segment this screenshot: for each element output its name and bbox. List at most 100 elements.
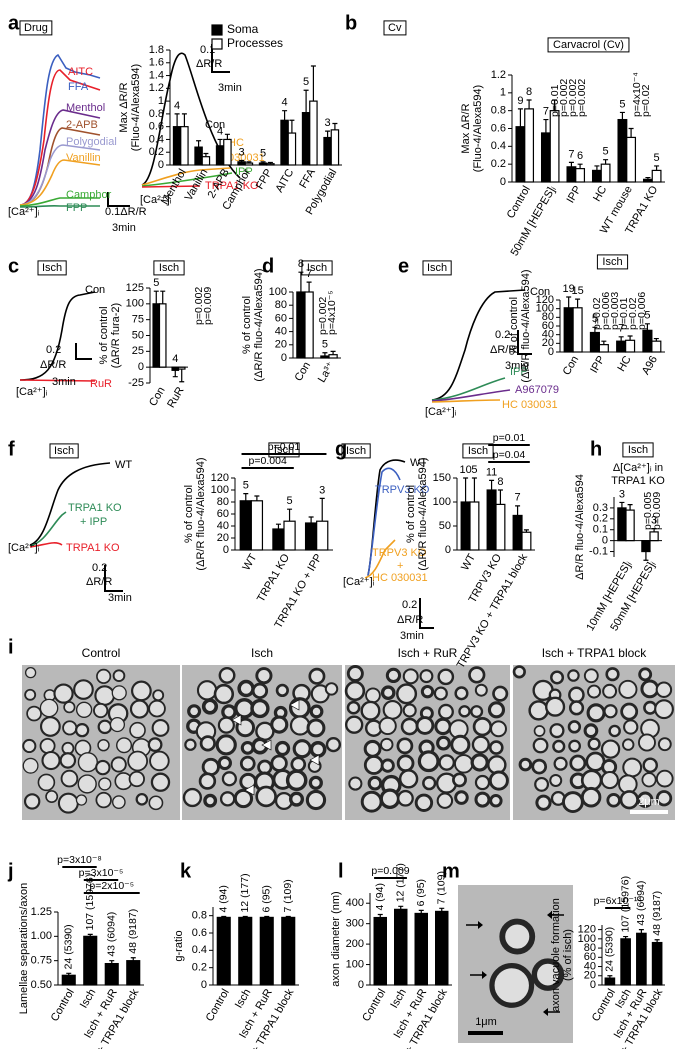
axon <box>454 686 469 701</box>
y-tick-label: 40 <box>542 329 554 341</box>
axon <box>552 739 566 753</box>
x-tick-label: A96 <box>640 354 660 377</box>
y-tick-label: 100 <box>211 484 229 496</box>
axon <box>221 704 237 720</box>
bar <box>549 110 560 183</box>
axon <box>471 735 490 754</box>
error-bar <box>439 907 445 912</box>
bar <box>280 119 289 166</box>
axon <box>95 759 111 776</box>
n-label: 4 <box>174 100 180 112</box>
axon <box>129 699 150 719</box>
y-tick-label: 80 <box>275 299 287 311</box>
error-bar <box>566 296 572 308</box>
header-box <box>37 260 67 276</box>
error-bar <box>319 497 325 522</box>
error-bar <box>619 111 625 120</box>
axon <box>452 772 467 788</box>
axon <box>438 703 454 720</box>
bar <box>649 531 659 542</box>
y-tick-label: 100 <box>269 286 287 298</box>
error-bar <box>577 163 583 169</box>
bar <box>104 962 119 986</box>
error-bar <box>310 65 316 102</box>
bar <box>620 938 631 986</box>
error-bar <box>526 99 532 109</box>
panel-letter: a <box>8 12 20 34</box>
axon <box>488 770 509 791</box>
bar <box>636 932 647 986</box>
axon <box>531 758 548 775</box>
error-bar <box>654 165 660 171</box>
bar <box>460 501 471 551</box>
bar <box>625 509 635 542</box>
error-bar <box>638 929 644 934</box>
axon <box>620 702 639 721</box>
bar <box>309 100 318 166</box>
axon <box>53 683 74 704</box>
error-bar <box>601 340 607 345</box>
axon <box>472 717 493 737</box>
panel-letter: c <box>8 255 19 277</box>
axon <box>518 757 533 772</box>
axon <box>41 750 61 771</box>
axon <box>380 758 395 773</box>
y-tick-label: 0 <box>602 535 608 547</box>
trace-label: HC 030031 <box>502 399 558 411</box>
axon <box>622 757 643 778</box>
axon <box>149 750 170 772</box>
axon <box>150 772 171 792</box>
axon <box>419 669 434 684</box>
axon <box>274 740 291 757</box>
axon <box>112 669 126 683</box>
bar <box>598 344 609 353</box>
p-value: p=0.002 <box>576 79 588 117</box>
bar <box>283 520 296 551</box>
axon <box>199 735 216 752</box>
axon <box>290 756 307 773</box>
y-tick-label: 20 <box>217 532 229 544</box>
error-bar <box>568 161 574 167</box>
axon <box>94 685 115 706</box>
p-value: p=0.009 <box>371 865 409 877</box>
axon <box>422 776 437 791</box>
chart-header: Isch <box>307 262 327 274</box>
bar <box>296 291 306 359</box>
axon <box>380 737 394 752</box>
p-value: p=0.002 <box>567 79 579 117</box>
trace <box>29 462 111 546</box>
y-tick-label: 0.2 <box>593 513 608 525</box>
axon <box>396 737 414 755</box>
bar <box>287 132 297 166</box>
axon <box>400 717 419 736</box>
micrograph-title: Isch + TRPA1 block <box>542 646 648 660</box>
error-bar <box>607 975 613 979</box>
n-label: 8 <box>298 258 304 270</box>
error-bar <box>322 352 328 357</box>
x-tick-label: WT <box>241 552 260 573</box>
bar <box>617 118 628 183</box>
n-label: 8 <box>526 86 532 98</box>
trace-label: Con <box>85 284 105 296</box>
y-tick-label: 1 <box>158 95 164 107</box>
axon <box>93 702 109 719</box>
y-axis-label: (ΔR/R fluo-4/Alexa594) <box>417 457 429 570</box>
panel-header: Isch <box>427 262 447 274</box>
x-tick-label: FPP <box>254 167 275 192</box>
trace <box>29 542 63 548</box>
trace <box>141 52 241 186</box>
trace-label: 3min <box>108 592 132 604</box>
axon <box>549 774 563 787</box>
trace-label: FPP <box>66 202 87 214</box>
n-label: 6 (95) <box>261 885 273 912</box>
scale-bar <box>107 192 130 207</box>
y-tick-label: 0.6 <box>149 121 164 133</box>
axon <box>470 705 484 719</box>
axon <box>148 795 164 811</box>
axon <box>77 774 97 794</box>
y-tick-label: 20 <box>275 339 287 351</box>
axon <box>147 737 163 753</box>
axon <box>603 704 618 719</box>
y-tick-label: 0.4 <box>192 944 207 956</box>
p-value: p=0.01 <box>549 84 561 117</box>
